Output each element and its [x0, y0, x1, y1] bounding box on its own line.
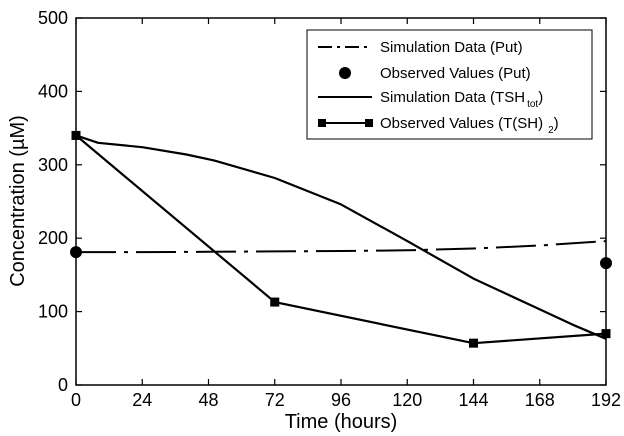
legend-swatch-obs-tsh2-marker-right [365, 119, 373, 127]
legend-label-obs-tsh2: Observed Values (T(SH) 2) [380, 115, 559, 136]
point-obs-tsh2 [469, 338, 478, 348]
y-tick-label: 500 [38, 8, 68, 28]
y-tick-label: 0 [58, 375, 68, 395]
x-tick-label: 24 [132, 390, 152, 410]
point-obs-tsh2 [71, 130, 81, 140]
point-obs-put [70, 246, 82, 259]
x-tick-label: 192 [591, 390, 621, 410]
x-tick-label: 96 [331, 390, 351, 410]
x-tick-label: 48 [198, 390, 218, 410]
x-tick-label: 168 [525, 390, 555, 410]
y-tick-label: 300 [38, 155, 68, 175]
legend-label-sim-tsh-main: Simulation Data (TSH [380, 89, 525, 106]
legend-swatch-obs-put [339, 67, 351, 79]
y-tick-label: 100 [38, 302, 68, 322]
legend-label-sim-tsh-sub: tot [527, 99, 538, 110]
legend-label-obs-tsh2-sub: 2 [548, 125, 554, 136]
x-axis-ticks: 0 24 48 72 96 120 144 168 192 [71, 18, 621, 410]
series-line-sim-put [76, 240, 607, 254]
point-obs-tsh2 [270, 297, 280, 307]
x-tick-label: 72 [265, 390, 285, 410]
x-axis-title: Time (hours) [285, 411, 398, 433]
legend-swatch-obs-tsh2-marker-left [318, 119, 326, 127]
x-tick-label: 0 [71, 390, 81, 410]
x-tick-label: 120 [392, 390, 422, 410]
legend-label-obs-tsh2-tail: ) [554, 115, 559, 132]
series-line-sim-tsh-tot [75, 134, 607, 340]
legend-label-obs-put: Observed Values (Put) [380, 65, 531, 82]
legend-box [306, 29, 593, 140]
legend-label-sim-tsh: Simulation Data (TSH tot) [380, 89, 543, 110]
series-layer [70, 130, 612, 348]
y-axis-ticks: 0 100 200 300 400 500 [38, 8, 606, 395]
x-tick-label: 144 [458, 390, 488, 410]
legend-label-sim-tsh-tail: ) [538, 89, 543, 106]
y-tick-label: 400 [38, 81, 68, 101]
legend-label-obs-tsh2-main: Observed Values (T(SH) [380, 115, 543, 132]
series-line-obs-tsh2 [75, 134, 607, 345]
legend-label-sim-put: Simulation Data (Put) [380, 39, 523, 56]
legend: Simulation Data (Put) Observed Values (P… [306, 29, 593, 140]
point-obs-tsh2 [601, 329, 611, 339]
y-axis-title: Concentration (µM) [7, 115, 29, 287]
y-tick-label: 200 [38, 228, 68, 248]
point-obs-put [600, 257, 612, 270]
